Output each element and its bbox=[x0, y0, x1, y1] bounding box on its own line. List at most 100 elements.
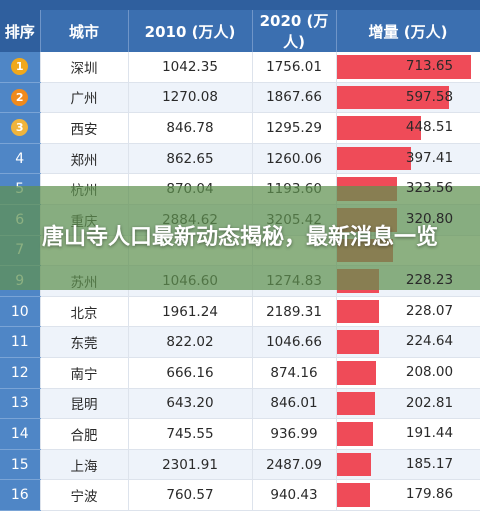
rank-cell: 2 bbox=[0, 82, 41, 114]
table-row: 1 深圳 1042.35 1756.01 713.65 bbox=[0, 52, 480, 83]
increase-cell: 208.00 bbox=[336, 357, 480, 389]
increase-value: 323.56 bbox=[405, 180, 454, 197]
pop-2020-cell: 1046.66 bbox=[252, 326, 337, 358]
increase-value: 191.44 bbox=[405, 425, 454, 442]
increase-cell bbox=[336, 235, 480, 267]
increase-bar bbox=[336, 116, 421, 140]
city-cell: 东莞 bbox=[40, 326, 129, 358]
table-row: 4 郑州 862.65 1260.06 397.41 bbox=[0, 143, 480, 175]
increase-bar bbox=[336, 299, 380, 324]
increase-bar bbox=[336, 330, 379, 354]
rank-cell: 16 bbox=[0, 479, 41, 511]
rank-cell: 12 bbox=[0, 357, 41, 389]
rank-cell: 14 bbox=[0, 418, 41, 450]
increase-cell: 323.56 bbox=[336, 173, 480, 205]
city-cell: 南宁 bbox=[40, 357, 129, 389]
rank-cell: 15 bbox=[0, 449, 41, 481]
table-title bbox=[0, 0, 480, 10]
table-row: 11 东莞 822.02 1046.66 224.64 bbox=[0, 326, 480, 358]
pop-2020-cell: 2189.31 bbox=[252, 296, 337, 328]
header-2020: 2020 (万人) bbox=[252, 10, 337, 52]
headline-text: 唐山寺人口最新动态揭秘，最新消息一览 bbox=[41, 225, 438, 250]
pop-2020-cell: 846.01 bbox=[252, 388, 337, 420]
increase-bar bbox=[336, 360, 376, 385]
increase-bar bbox=[336, 85, 449, 110]
increase-value: 202.81 bbox=[405, 394, 454, 411]
pop-2020-cell: 936.99 bbox=[252, 418, 337, 450]
header-city: 城市 bbox=[40, 10, 129, 52]
pop-2010-cell: 745.55 bbox=[128, 418, 253, 450]
table-row: 16 宁波 760.57 940.43 179.86 bbox=[0, 479, 480, 511]
increase-value: 448.51 bbox=[405, 119, 454, 136]
pop-2010-cell: 846.78 bbox=[128, 112, 253, 144]
rank-cell: 4 bbox=[0, 143, 41, 175]
city-cell: 郑州 bbox=[40, 143, 129, 175]
increase-cell: 397.41 bbox=[336, 143, 480, 175]
pop-2020-cell: 2487.09 bbox=[252, 449, 337, 481]
increase-bar bbox=[336, 55, 471, 79]
pop-2010-cell: 1270.08 bbox=[128, 82, 253, 114]
pop-2020-cell: 1295.29 bbox=[252, 112, 337, 144]
increase-cell: 191.44 bbox=[336, 418, 480, 450]
city-cell: 上海 bbox=[40, 449, 129, 481]
increase-value: 397.41 bbox=[405, 149, 454, 166]
city-cell: 广州 bbox=[40, 82, 129, 114]
pop-2010-cell: 760.57 bbox=[128, 479, 253, 511]
increase-bar bbox=[336, 452, 372, 477]
table-header-row: 排序 城市 2010 (万人) 2020 (万人) 增量 (万人) bbox=[0, 10, 480, 52]
rank-cell: 3 bbox=[0, 112, 41, 144]
header-increase: 增量 (万人) bbox=[336, 10, 480, 52]
increase-value: 208.00 bbox=[405, 363, 454, 380]
pop-2010-cell: 643.20 bbox=[128, 388, 253, 420]
pop-2010-cell: 1961.24 bbox=[128, 296, 253, 328]
city-cell: 深圳 bbox=[40, 52, 129, 83]
increase-bar bbox=[336, 422, 373, 446]
increase-cell: 202.81 bbox=[336, 388, 480, 420]
medal-icon: 3 bbox=[11, 119, 29, 137]
city-cell: 宁波 bbox=[40, 479, 129, 511]
rank-cell: 13 bbox=[0, 388, 41, 420]
pop-2020-cell: 1867.66 bbox=[252, 82, 337, 114]
rank-cell: 1 bbox=[0, 52, 41, 83]
increase-value: 597.58 bbox=[405, 88, 454, 105]
increase-value: 228.23 bbox=[405, 272, 454, 289]
city-cell: 西安 bbox=[40, 112, 129, 144]
city-cell: 北京 bbox=[40, 296, 129, 328]
pop-2010-cell: 862.65 bbox=[128, 143, 253, 175]
pop-2020-cell: 1756.01 bbox=[252, 52, 337, 83]
increase-cell: 179.86 bbox=[336, 479, 480, 511]
medal-icon: 2 bbox=[11, 88, 29, 106]
increase-cell: 713.65 bbox=[336, 52, 480, 83]
rank-cell: 10 bbox=[0, 296, 41, 328]
increase-value: 713.65 bbox=[405, 58, 454, 74]
increase-cell: 448.51 bbox=[336, 112, 480, 144]
city-cell: 合肥 bbox=[40, 418, 129, 450]
increase-value: 185.17 bbox=[405, 455, 454, 472]
increase-bar bbox=[336, 391, 375, 416]
increase-bar bbox=[336, 146, 412, 171]
city-cell: 昆明 bbox=[40, 388, 129, 420]
medal-icon: 1 bbox=[11, 58, 29, 76]
headline-banner: 唐山寺人口最新动态揭秘，最新消息一览 bbox=[0, 186, 480, 290]
table-row: 15 上海 2301.91 2487.09 185.17 bbox=[0, 449, 480, 481]
header-rank: 排序 bbox=[0, 10, 41, 52]
pop-2010-cell: 666.16 bbox=[128, 357, 253, 389]
increase-cell: 224.64 bbox=[336, 326, 480, 358]
increase-cell: 185.17 bbox=[336, 449, 480, 481]
rank-cell: 11 bbox=[0, 326, 41, 358]
increase-cell: 228.23 bbox=[336, 265, 480, 297]
increase-cell: 320.80 bbox=[336, 204, 480, 236]
pop-2010-cell: 1042.35 bbox=[128, 52, 253, 83]
header-2010: 2010 (万人) bbox=[128, 10, 253, 52]
table-row: 13 昆明 643.20 846.01 202.81 bbox=[0, 388, 480, 420]
table-row: 14 合肥 745.55 936.99 191.44 bbox=[0, 418, 480, 450]
pop-2020-cell: 1260.06 bbox=[252, 143, 337, 175]
increase-value: 224.64 bbox=[405, 333, 454, 350]
table-row: 12 南宁 666.16 874.16 208.00 bbox=[0, 357, 480, 389]
increase-cell: 597.58 bbox=[336, 82, 480, 114]
increase-value: 228.07 bbox=[405, 302, 454, 319]
table-row: 10 北京 1961.24 2189.31 228.07 bbox=[0, 296, 480, 328]
increase-cell: 228.07 bbox=[336, 296, 480, 328]
pop-2020-cell: 874.16 bbox=[252, 357, 337, 389]
table-row: 3 西安 846.78 1295.29 448.51 bbox=[0, 112, 480, 144]
